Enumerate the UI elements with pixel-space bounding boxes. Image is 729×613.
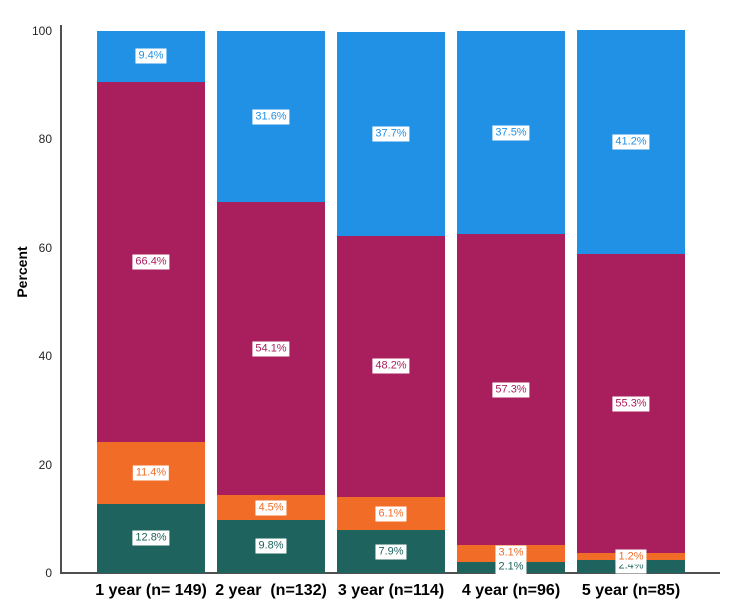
x-axis-line: [60, 572, 720, 574]
segment-value-label: 31.6%: [252, 109, 290, 125]
segment-value-label: 57.3%: [492, 382, 530, 398]
segment-value-label: 12.8%: [132, 530, 170, 546]
y-tick-label: 40: [38, 349, 52, 364]
segment-value-label: 1.2%: [615, 549, 647, 565]
segment-value-label: 2.1%: [495, 559, 527, 575]
y-tick-label: 80: [38, 132, 52, 147]
y-axis-line: [60, 25, 62, 574]
segment-value-label: 37.7%: [372, 126, 410, 142]
segment-value-label: 4.5%: [255, 500, 287, 516]
segment-value-label: 3.1%: [495, 545, 527, 561]
x-category-label: 1 year (n= 149): [95, 582, 207, 599]
y-tick-label: 0: [45, 566, 52, 580]
segment-value-label: 9.4%: [135, 48, 167, 64]
segment-value-label: 7.9%: [375, 544, 407, 560]
x-category-label: 4 year (n=96): [461, 582, 561, 599]
segment-value-label: 9.8%: [255, 538, 287, 554]
segment-value-label: 6.1%: [375, 506, 407, 522]
x-category-label: 3 year (n=114): [337, 582, 445, 599]
y-tick-label: 100: [31, 24, 52, 38]
segment-value-label: 41.2%: [612, 134, 650, 150]
x-category-label: 2 year (n=132): [215, 582, 327, 599]
x-category-label: 5 year (n=85): [581, 582, 681, 599]
segment-value-label: 54.1%: [252, 341, 290, 357]
segment-value-label: 55.3%: [612, 396, 650, 412]
segment-value-label: 48.2%: [372, 358, 410, 374]
segment-value-label: 66.4%: [132, 254, 170, 270]
y-tick-label: 60: [38, 240, 52, 255]
y-tick-label: 20: [38, 457, 52, 472]
segment-value-label: 37.5%: [492, 125, 530, 141]
segment-value-label: 11.4%: [132, 465, 170, 481]
